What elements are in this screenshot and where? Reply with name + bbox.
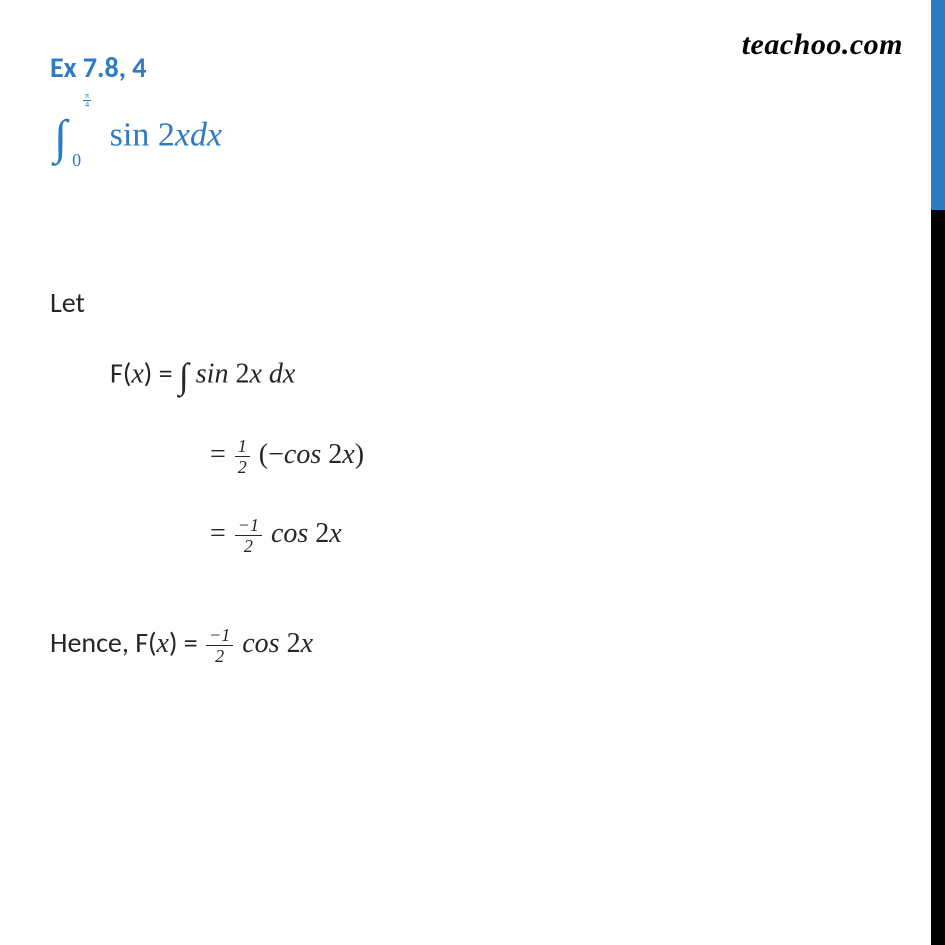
- solution-step-2: = 12 (−cos 2x): [50, 437, 895, 476]
- hence-lhs-var: x: [157, 628, 169, 659]
- step3-cos: cos: [264, 518, 308, 549]
- hence-label: Hence,: [50, 625, 135, 660]
- step3-fraction: −12: [235, 516, 262, 555]
- hence-lhs-close: ) =: [169, 625, 204, 660]
- step1-var: x: [249, 358, 268, 389]
- step1-dx: dx: [269, 358, 295, 389]
- let-label: Let: [50, 285, 895, 320]
- right-border-bottom: [931, 210, 945, 945]
- solution-step-1: F(x) = ∫ sin 2x dx: [50, 355, 895, 397]
- step2-fraction: 12: [235, 437, 250, 476]
- step1-sin: sin: [196, 358, 229, 389]
- integrand-sin: sin 2: [110, 116, 175, 153]
- step3-eq: =: [210, 518, 233, 549]
- step1-integral-symbol: ∫: [179, 356, 189, 396]
- step3-var: x: [329, 518, 341, 549]
- watermark: teachoo.com: [742, 28, 903, 62]
- hence-lhs-func: F(: [135, 625, 156, 660]
- hence-arg: 2: [280, 628, 301, 659]
- step2-open: (−: [252, 439, 284, 470]
- integrand-var: x: [175, 116, 190, 153]
- step2-eq: =: [210, 439, 233, 470]
- step1-lhs-func: F(: [110, 355, 131, 390]
- problem-integral: ∫π40 sin 2xdx: [50, 110, 895, 165]
- step1-two: 2: [228, 358, 249, 389]
- integral-upper-limit: π4: [83, 92, 91, 110]
- step2-arg: 2: [321, 439, 342, 470]
- step2-var: x: [342, 439, 354, 470]
- step2-close: ): [355, 439, 364, 470]
- right-border-top: [931, 0, 945, 210]
- step3-arg: 2: [308, 518, 329, 549]
- step2-cos: cos: [284, 439, 321, 470]
- hence-fraction: −12: [206, 626, 233, 665]
- page-content: Ex 7.8, 4 ∫π40 sin 2xdx Let F(x) = ∫ sin…: [0, 0, 945, 665]
- hence-cos: cos: [235, 628, 279, 659]
- solution-step-3: = −12 cos 2x: [50, 516, 895, 555]
- hence-conclusion: Hence, F(x) = −12 cos 2x: [50, 625, 895, 665]
- step1-lhs-close: ) =: [144, 355, 179, 390]
- integral-lower-limit: 0: [72, 150, 81, 171]
- integrand-dx: dx: [190, 116, 222, 153]
- step1-lhs-var: x: [131, 358, 143, 389]
- integral-symbol: ∫π40: [54, 110, 67, 165]
- hence-var: x: [301, 628, 313, 659]
